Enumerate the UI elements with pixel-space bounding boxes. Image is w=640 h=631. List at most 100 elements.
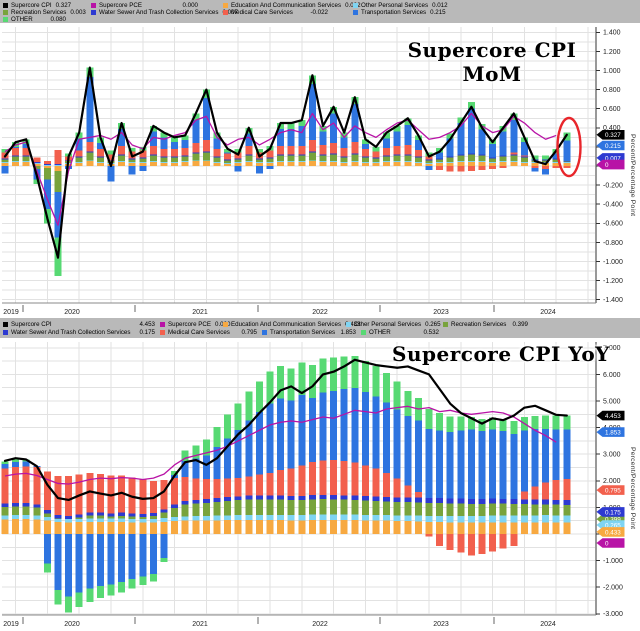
bar-segment-med[interactable] [54, 149, 62, 165]
bar-segment-op[interactable] [446, 516, 454, 523]
bar-segment-rec[interactable] [489, 158, 497, 163]
bar-segment-ws[interactable] [107, 160, 115, 162]
bar-segment-rec[interactable] [330, 154, 338, 162]
bar-segment-ws[interactable] [330, 153, 338, 155]
bar-segment-ws[interactable] [75, 514, 83, 518]
bar-segment-op[interactable] [33, 515, 41, 520]
bar-segment-edu[interactable] [75, 163, 83, 166]
bar-segment-op[interactable] [467, 161, 475, 163]
bar-segment-other[interactable] [436, 412, 444, 431]
bar-segment-op[interactable] [12, 161, 20, 163]
bar-segment-other[interactable] [65, 596, 73, 613]
bar-segment-edu[interactable] [128, 522, 136, 534]
bar-segment-med[interactable] [552, 480, 560, 500]
bar-segment-rec[interactable] [96, 515, 104, 519]
bar-segment-rec[interactable] [542, 160, 550, 163]
bar-segment-med[interactable] [118, 145, 126, 155]
bar-segment-other[interactable] [255, 148, 263, 153]
bar-segment-ws[interactable] [96, 512, 104, 516]
bar-segment-other[interactable] [224, 414, 232, 439]
bar-segment-med[interactable] [308, 140, 316, 152]
bar-segment-other[interactable] [86, 588, 94, 602]
bar-segment-rec[interactable] [192, 153, 200, 161]
bar-segment-ws[interactable] [383, 155, 391, 157]
supercore-cpi-line[interactable] [3, 358, 568, 502]
bar-segment-other[interactable] [107, 584, 115, 596]
bar-segment-edu[interactable] [531, 522, 539, 534]
bar-segment-trans[interactable] [446, 432, 454, 499]
bar-segment-med[interactable] [372, 151, 380, 158]
bar-segment-trans[interactable] [86, 534, 94, 589]
bar-segment-med[interactable] [542, 482, 550, 500]
bar-segment-other[interactable] [330, 357, 338, 391]
bar-segment-trans[interactable] [96, 143, 104, 149]
bar-segment-trans[interactable] [266, 403, 274, 473]
bar-segment-rec[interactable] [404, 155, 412, 162]
bar-segment-other[interactable] [33, 179, 41, 185]
bar-segment-ws[interactable] [171, 156, 179, 158]
bar-segment-med[interactable] [436, 534, 444, 546]
bar-segment-ws[interactable] [531, 499, 539, 505]
bar-segment-rec[interactable] [393, 155, 401, 162]
bar-segment-op[interactable] [552, 515, 560, 523]
bar-segment-other[interactable] [43, 563, 51, 573]
bar-segment-med[interactable] [319, 144, 327, 155]
bar-segment-edu[interactable] [86, 161, 94, 166]
bar-segment-trans[interactable] [393, 409, 401, 479]
bar-segment-trans[interactable] [478, 129, 486, 155]
bar-segment-trans[interactable] [128, 534, 136, 580]
bar-segment-op[interactable] [171, 517, 179, 522]
bar-segment-edu[interactable] [245, 162, 253, 166]
bar-segment-rec[interactable] [531, 504, 539, 516]
bar-segment-trans[interactable] [43, 534, 51, 564]
bar-segment-ws[interactable] [499, 498, 507, 504]
bar-segment-med[interactable] [287, 468, 295, 497]
bar-segment-med[interactable] [277, 145, 285, 155]
bar-segment-op[interactable] [414, 515, 422, 522]
bar-segment-trans[interactable] [128, 166, 136, 175]
bar-segment-ws[interactable] [563, 160, 571, 162]
legend-item-other[interactable]: OTHER 0.532 [361, 328, 439, 336]
bar-segment-med[interactable] [213, 148, 221, 157]
bar-segment-edu[interactable] [319, 162, 327, 166]
bar-segment-med[interactable] [520, 155, 528, 157]
bar-segment-rec[interactable] [330, 499, 338, 515]
bar-segment-med[interactable] [340, 147, 348, 157]
bar-segment-edu[interactable] [446, 522, 454, 534]
bar-segment-other[interactable] [1, 148, 9, 153]
bar-segment-edu[interactable] [467, 522, 475, 534]
bar-segment-ws[interactable] [255, 495, 263, 500]
bar-segment-trans[interactable] [1, 166, 9, 174]
bar-segment-edu[interactable] [65, 522, 73, 534]
bar-segment-op[interactable] [12, 515, 20, 520]
bar-segment-trans[interactable] [12, 461, 20, 468]
bar-segment-edu[interactable] [393, 520, 401, 534]
bar-segment-rec[interactable] [118, 515, 126, 519]
bar-segment-edu[interactable] [33, 519, 41, 534]
bar-segment-edu[interactable] [33, 164, 41, 166]
bar-segment-rec[interactable] [33, 507, 41, 516]
bar-segment-other[interactable] [192, 113, 200, 121]
bar-segment-ws[interactable] [457, 498, 465, 504]
bar-segment-edu[interactable] [467, 162, 475, 166]
bar-segment-rec[interactable] [467, 503, 475, 517]
bar-segment-other[interactable] [149, 573, 157, 582]
bar-segment-med[interactable] [266, 150, 274, 158]
legend-item-trans[interactable]: Transportation Services 1.853 [262, 328, 356, 336]
bar-segment-op[interactable] [118, 161, 126, 163]
bar-segment-ws[interactable] [224, 497, 232, 501]
bar-segment-rec[interactable] [266, 499, 274, 515]
bar-segment-edu[interactable] [319, 520, 327, 534]
bar-segment-op[interactable] [43, 165, 51, 166]
bar-segment-other[interactable] [542, 415, 550, 430]
bar-segment-other[interactable] [266, 371, 274, 404]
bar-segment-edu[interactable] [330, 520, 338, 534]
bar-segment-trans[interactable] [425, 166, 433, 170]
bar-segment-ws[interactable] [298, 496, 306, 501]
bar-segment-op[interactable] [224, 515, 232, 521]
bar-segment-rec[interactable] [425, 160, 433, 164]
bar-segment-edu[interactable] [489, 163, 497, 166]
bar-segment-other[interactable] [54, 589, 62, 605]
bar-segment-trans[interactable] [330, 390, 338, 461]
